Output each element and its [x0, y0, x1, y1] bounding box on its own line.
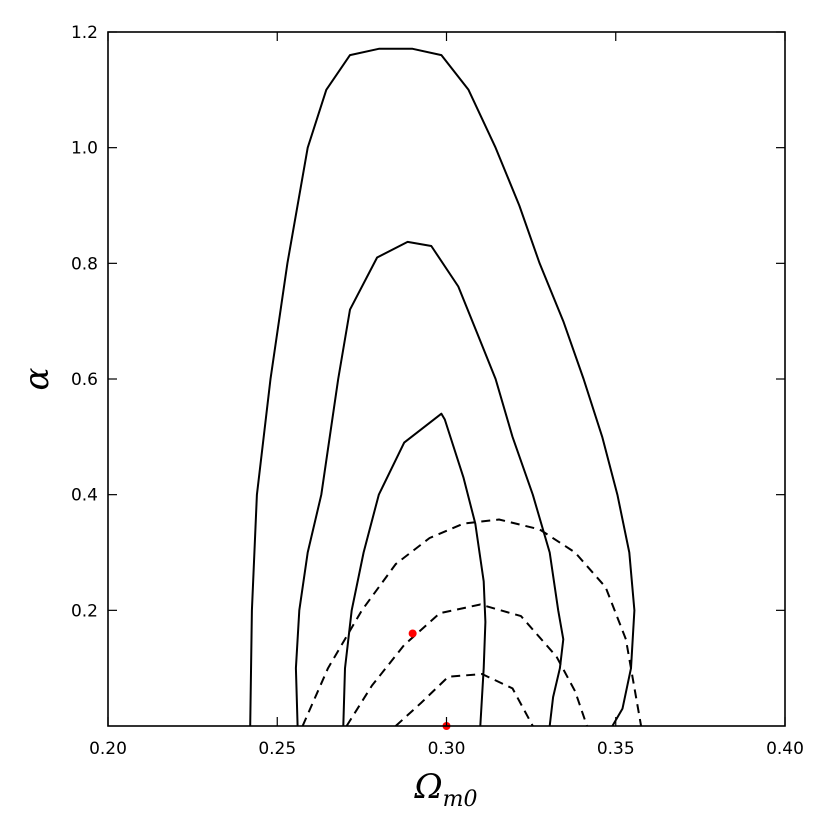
y-tick-label: 0.2 — [71, 601, 98, 621]
solid-contour-1 — [249, 47, 636, 726]
x-tick-label: 0.25 — [258, 739, 296, 759]
plot-frame — [107, 31, 786, 727]
y-tick-label: 1.2 — [71, 23, 98, 43]
x-tick-label: 0.30 — [428, 739, 466, 759]
x-tick-label: 0.35 — [597, 739, 635, 759]
y-tick-label: 0.6 — [71, 370, 98, 390]
solid-contour-3 — [342, 412, 487, 726]
y-tick-label: 0.8 — [71, 254, 98, 274]
ticks-layer: 0.20 0.25 0.30 0.35 0.40 0.2 0.4 0.6 0.8 1.0 1.2 — [71, 23, 804, 759]
y-tick-label: 1.0 — [71, 139, 98, 159]
best-fit-point-1 — [408, 629, 417, 638]
dashed-contour-6 — [395, 673, 534, 726]
x-axis-title-subscript: m0 — [443, 787, 478, 812]
contour-series-layer — [249, 47, 643, 726]
y-axis-title: α — [17, 367, 57, 390]
x-tick-label: 0.40 — [766, 739, 804, 759]
dashed-contour-5 — [345, 603, 588, 726]
y-tick-label: 0.4 — [71, 486, 98, 506]
solid-contour-2 — [294, 240, 565, 726]
dashed-contour-4 — [301, 518, 643, 726]
x-axis-title: Ωm0 — [413, 767, 477, 812]
x-tick-label: 0.20 — [89, 739, 127, 759]
